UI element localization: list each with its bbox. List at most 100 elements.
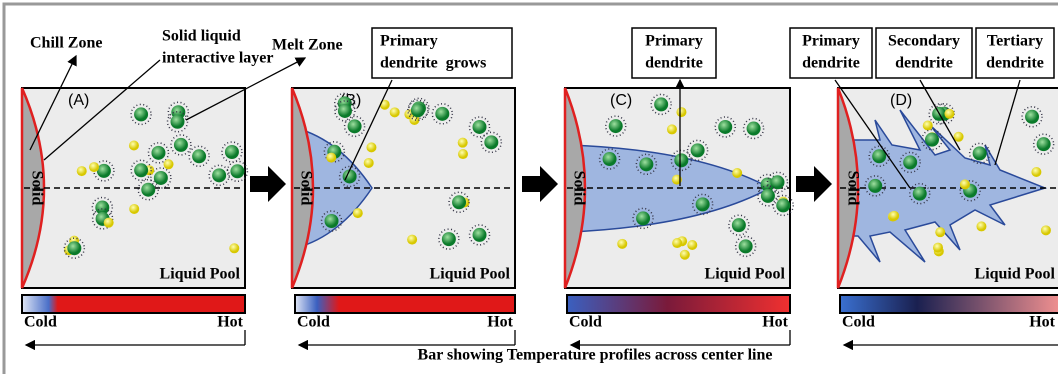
panel-label: (D) (890, 92, 912, 109)
nucleus (154, 171, 168, 185)
atom (89, 162, 99, 172)
temperature-bar (295, 295, 515, 313)
nucleus (435, 107, 449, 121)
nucleus (134, 107, 148, 121)
atom (935, 227, 945, 237)
nucleus (903, 155, 917, 169)
nucleus (973, 146, 987, 160)
nucleus (230, 164, 244, 178)
nucleus (192, 149, 206, 163)
temperature-bar (567, 295, 790, 313)
annotation: Chill Zone (30, 35, 102, 52)
atom (676, 107, 686, 117)
nucleus (452, 195, 466, 209)
atom (672, 238, 682, 248)
caption: Bar showing Temperature profiles across … (418, 347, 773, 364)
callout: dendrite (895, 55, 953, 72)
atom (366, 142, 376, 152)
step-arrow (522, 166, 558, 202)
nucleus (696, 197, 710, 211)
atom (164, 159, 174, 169)
cold-label: Cold (842, 314, 875, 331)
atom (889, 211, 899, 221)
panel-a: (A) Solid Liquid Pool (22, 88, 245, 288)
panel-c: (C) Solid Liquid Pool (565, 88, 790, 288)
atom (687, 240, 697, 250)
hot-label: Hot (1029, 314, 1055, 331)
pool-label: Liquid Pool (430, 266, 511, 283)
atom (1041, 225, 1051, 235)
nucleus (654, 97, 668, 111)
nucleus (484, 135, 498, 149)
callout: Primary (380, 33, 438, 50)
nucleus (473, 228, 487, 242)
nucleus (338, 104, 352, 118)
nucleus (636, 211, 650, 225)
nucleus (225, 145, 239, 159)
panel-label: (A) (68, 92, 89, 109)
annotation: Melt Zone (272, 37, 343, 54)
solid-label: Solid (570, 171, 587, 206)
atom (364, 158, 374, 168)
nucleus (411, 103, 425, 117)
nucleus (348, 119, 362, 133)
atom (458, 138, 468, 148)
panel-label: (C) (610, 92, 632, 109)
hot-label: Hot (487, 314, 513, 331)
solid-label: Solid (28, 171, 45, 206)
nucleus (141, 183, 155, 197)
pool-label: Liquid Pool (705, 266, 786, 283)
callout: dendrite (986, 55, 1044, 72)
hot-label: Hot (762, 314, 788, 331)
solid-label: Solid (297, 171, 314, 206)
atom (390, 107, 400, 117)
atom (1031, 167, 1041, 177)
temperature-bar (840, 295, 1058, 313)
nucleus (913, 187, 927, 201)
atom (732, 168, 742, 178)
atom (458, 149, 468, 159)
atom (617, 239, 627, 249)
callout: Primary (802, 33, 860, 50)
nucleus (868, 179, 882, 193)
nucleus (603, 152, 617, 166)
callout: Tertiary (987, 33, 1043, 50)
atom (129, 204, 139, 214)
nucleus (1037, 137, 1051, 151)
nucleus (212, 168, 226, 182)
nucleus (776, 198, 790, 212)
atom (229, 243, 239, 253)
nucleus (732, 218, 746, 232)
solid-label: Solid (844, 171, 861, 206)
nucleus (771, 175, 785, 189)
atom (960, 179, 970, 189)
nucleus (718, 120, 732, 134)
atom (944, 109, 954, 119)
direction-lines (26, 330, 1058, 345)
atom (326, 153, 336, 163)
atom (380, 100, 390, 110)
nucleus (761, 189, 775, 203)
atom (129, 141, 139, 151)
callout: Secondary (888, 33, 960, 50)
callout: dendrite (645, 55, 703, 72)
nucleus (1025, 110, 1039, 124)
nucleus (151, 146, 165, 160)
nucleus (472, 120, 486, 134)
callout: dendrite (802, 55, 860, 72)
callout: dendrite grows (380, 55, 486, 72)
nucleus (174, 138, 188, 152)
nucleus (739, 239, 753, 253)
nucleus (691, 143, 705, 157)
atom (104, 218, 114, 228)
cold-label: Cold (297, 314, 330, 331)
nucleus (325, 214, 339, 228)
nucleus (171, 115, 185, 129)
cold-label: Cold (569, 314, 602, 331)
diagram: (A) Solid Liquid Pool (B) Solid Liquid P… (0, 0, 1058, 374)
annotation: Solid liquid (162, 28, 241, 45)
atom (77, 166, 87, 176)
annotation: interactive layer (162, 50, 274, 67)
nucleus (442, 232, 456, 246)
nucleus (67, 241, 81, 255)
